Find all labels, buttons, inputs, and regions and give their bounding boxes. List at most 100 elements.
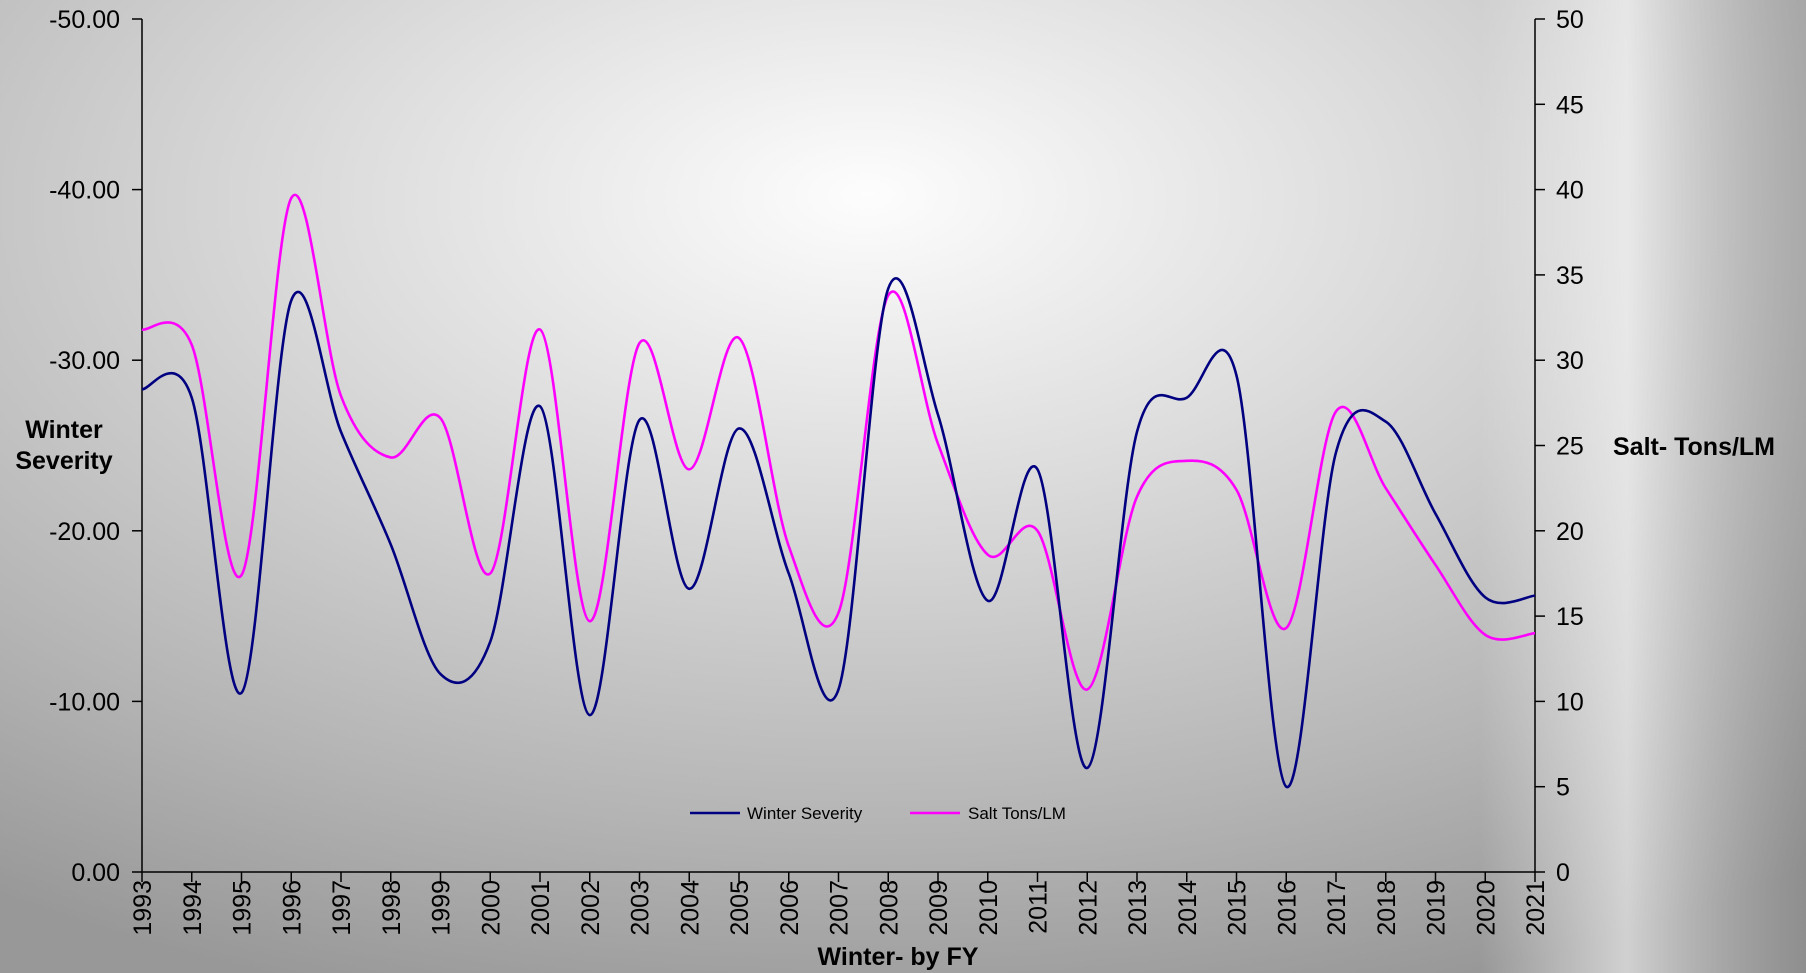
series-point-winter-severity [1385, 420, 1387, 422]
series-point-winter-severity [738, 427, 740, 429]
chart-background-right-fade [1480, 0, 1806, 973]
left-y-axis-title: Winter [25, 416, 103, 444]
x-tick-label: 2017 [1323, 880, 1351, 936]
series-point-salt-tons-lm [1285, 627, 1287, 629]
series-point-salt-tons-lm [1086, 688, 1088, 690]
series-point-salt-tons-lm [240, 574, 242, 576]
series-point-salt-tons-lm [539, 328, 541, 330]
series-point-winter-severity [1285, 786, 1287, 788]
legend-label-winter-severity: Winter Severity [747, 804, 863, 823]
series-point-salt-tons-lm [1335, 410, 1337, 412]
series-point-salt-tons-lm [1434, 564, 1436, 566]
x-tick-label: 2019 [1423, 880, 1451, 936]
left-y-tick-label: 0.00 [71, 859, 120, 887]
series-point-salt-tons-lm [489, 572, 491, 574]
series-point-salt-tons-lm [688, 468, 690, 470]
right-y-tick-label: 15 [1556, 603, 1584, 631]
left-y-tick-label: -10.00 [49, 688, 120, 716]
series-point-winter-severity [1036, 468, 1038, 470]
series-point-winter-severity [837, 688, 839, 690]
right-y-tick-label: 0 [1556, 859, 1570, 887]
x-tick-label: 2014 [1174, 880, 1202, 936]
series-point-winter-severity [390, 543, 392, 545]
series-point-salt-tons-lm [837, 611, 839, 613]
x-axis-title: Winter- by FY [818, 943, 979, 971]
x-tick-label: 2004 [676, 880, 704, 936]
legend-label-salt-tons-lm: Salt Tons/LM [968, 804, 1066, 823]
series-point-salt-tons-lm [738, 337, 740, 339]
x-tick-label: 1998 [378, 880, 406, 936]
series-point-salt-tons-lm [987, 553, 989, 555]
x-tick-label: 2009 [925, 880, 953, 936]
right-y-tick-label: 25 [1556, 433, 1584, 461]
series-point-salt-tons-lm [1136, 495, 1138, 497]
series-point-salt-tons-lm [290, 197, 292, 199]
x-tick-label: 2005 [726, 880, 754, 936]
x-tick-label: 2010 [975, 880, 1003, 936]
axes-layer [132, 18, 1545, 882]
series-point-salt-tons-lm [439, 417, 441, 419]
series-point-winter-severity [688, 588, 690, 590]
series-point-winter-severity [1335, 451, 1337, 453]
series-point-salt-tons-lm [390, 456, 392, 458]
series-point-winter-severity [240, 692, 242, 694]
right-y-tick-label: 10 [1556, 688, 1584, 716]
series-point-salt-tons-lm [1235, 489, 1237, 491]
right-y-tick-label: 35 [1556, 262, 1584, 290]
right-y-tick-label: 5 [1556, 774, 1570, 802]
right-y-tick-label: 50 [1556, 6, 1584, 34]
legend: Winter Severity Salt Tons/LM [690, 804, 1066, 823]
series-point-salt-tons-lm [1186, 460, 1188, 462]
x-tick-label: 1993 [129, 880, 157, 936]
series-point-winter-severity [987, 600, 989, 602]
right-y-axis-title: Salt- Tons/LM [1613, 433, 1775, 461]
series-point-salt-tons-lm [191, 344, 193, 346]
x-tick-label: 1994 [179, 880, 207, 936]
x-tick-label: 2007 [826, 880, 854, 936]
series-point-salt-tons-lm [1385, 487, 1387, 489]
x-tick-label: 2001 [527, 880, 555, 936]
series-point-winter-severity [589, 714, 591, 716]
left-y-tick-label: -20.00 [49, 518, 120, 546]
series-point-winter-severity [489, 640, 491, 642]
series-point-winter-severity [1136, 431, 1138, 433]
series-line-winter-severity [141, 277, 1536, 789]
series-point-winter-severity [340, 431, 342, 433]
series-point-salt-tons-lm [1484, 634, 1486, 636]
x-tick-label: 2018 [1373, 880, 1401, 936]
x-tick-label: 2008 [875, 880, 903, 936]
left-y-tick-label: -40.00 [49, 177, 120, 205]
series-point-winter-severity [638, 419, 640, 421]
left-y-tick-label: -50.00 [49, 6, 120, 34]
x-tick-label: 2012 [1074, 880, 1102, 936]
series-point-salt-tons-lm [141, 328, 143, 330]
x-tick-label: 2000 [477, 880, 505, 936]
series-point-winter-severity [1235, 374, 1237, 376]
series-point-winter-severity [439, 673, 441, 675]
series-point-salt-tons-lm [937, 443, 939, 445]
right-y-tick-label: 40 [1556, 177, 1584, 205]
x-tick-label: 1999 [428, 880, 456, 936]
series-point-winter-severity [290, 299, 292, 301]
x-tick-label: 2013 [1124, 880, 1152, 936]
series-point-winter-severity [1086, 767, 1088, 769]
x-tick-label: 2020 [1472, 880, 1500, 936]
x-tick-label: 2021 [1522, 880, 1550, 936]
right-y-tick-label: 45 [1556, 91, 1584, 119]
series-point-salt-tons-lm [1036, 530, 1038, 532]
series-point-salt-tons-lm [589, 620, 591, 622]
series-point-winter-severity [1186, 397, 1188, 399]
series-point-winter-severity [539, 405, 541, 407]
series-point-salt-tons-lm [638, 342, 640, 344]
x-tick-label: 2016 [1273, 880, 1301, 936]
series-point-winter-severity [191, 397, 193, 399]
x-tick-label: 1996 [278, 880, 306, 936]
right-y-tick-label: 20 [1556, 518, 1584, 546]
series-point-salt-tons-lm [1534, 632, 1536, 634]
series-line-salt-tons-lm [141, 193, 1536, 691]
series-layer [141, 193, 1536, 789]
labels-layer: -50.00-40.00-30.00-20.00-10.000.00504540… [15, 6, 1775, 971]
x-tick-label: 2003 [627, 880, 655, 936]
